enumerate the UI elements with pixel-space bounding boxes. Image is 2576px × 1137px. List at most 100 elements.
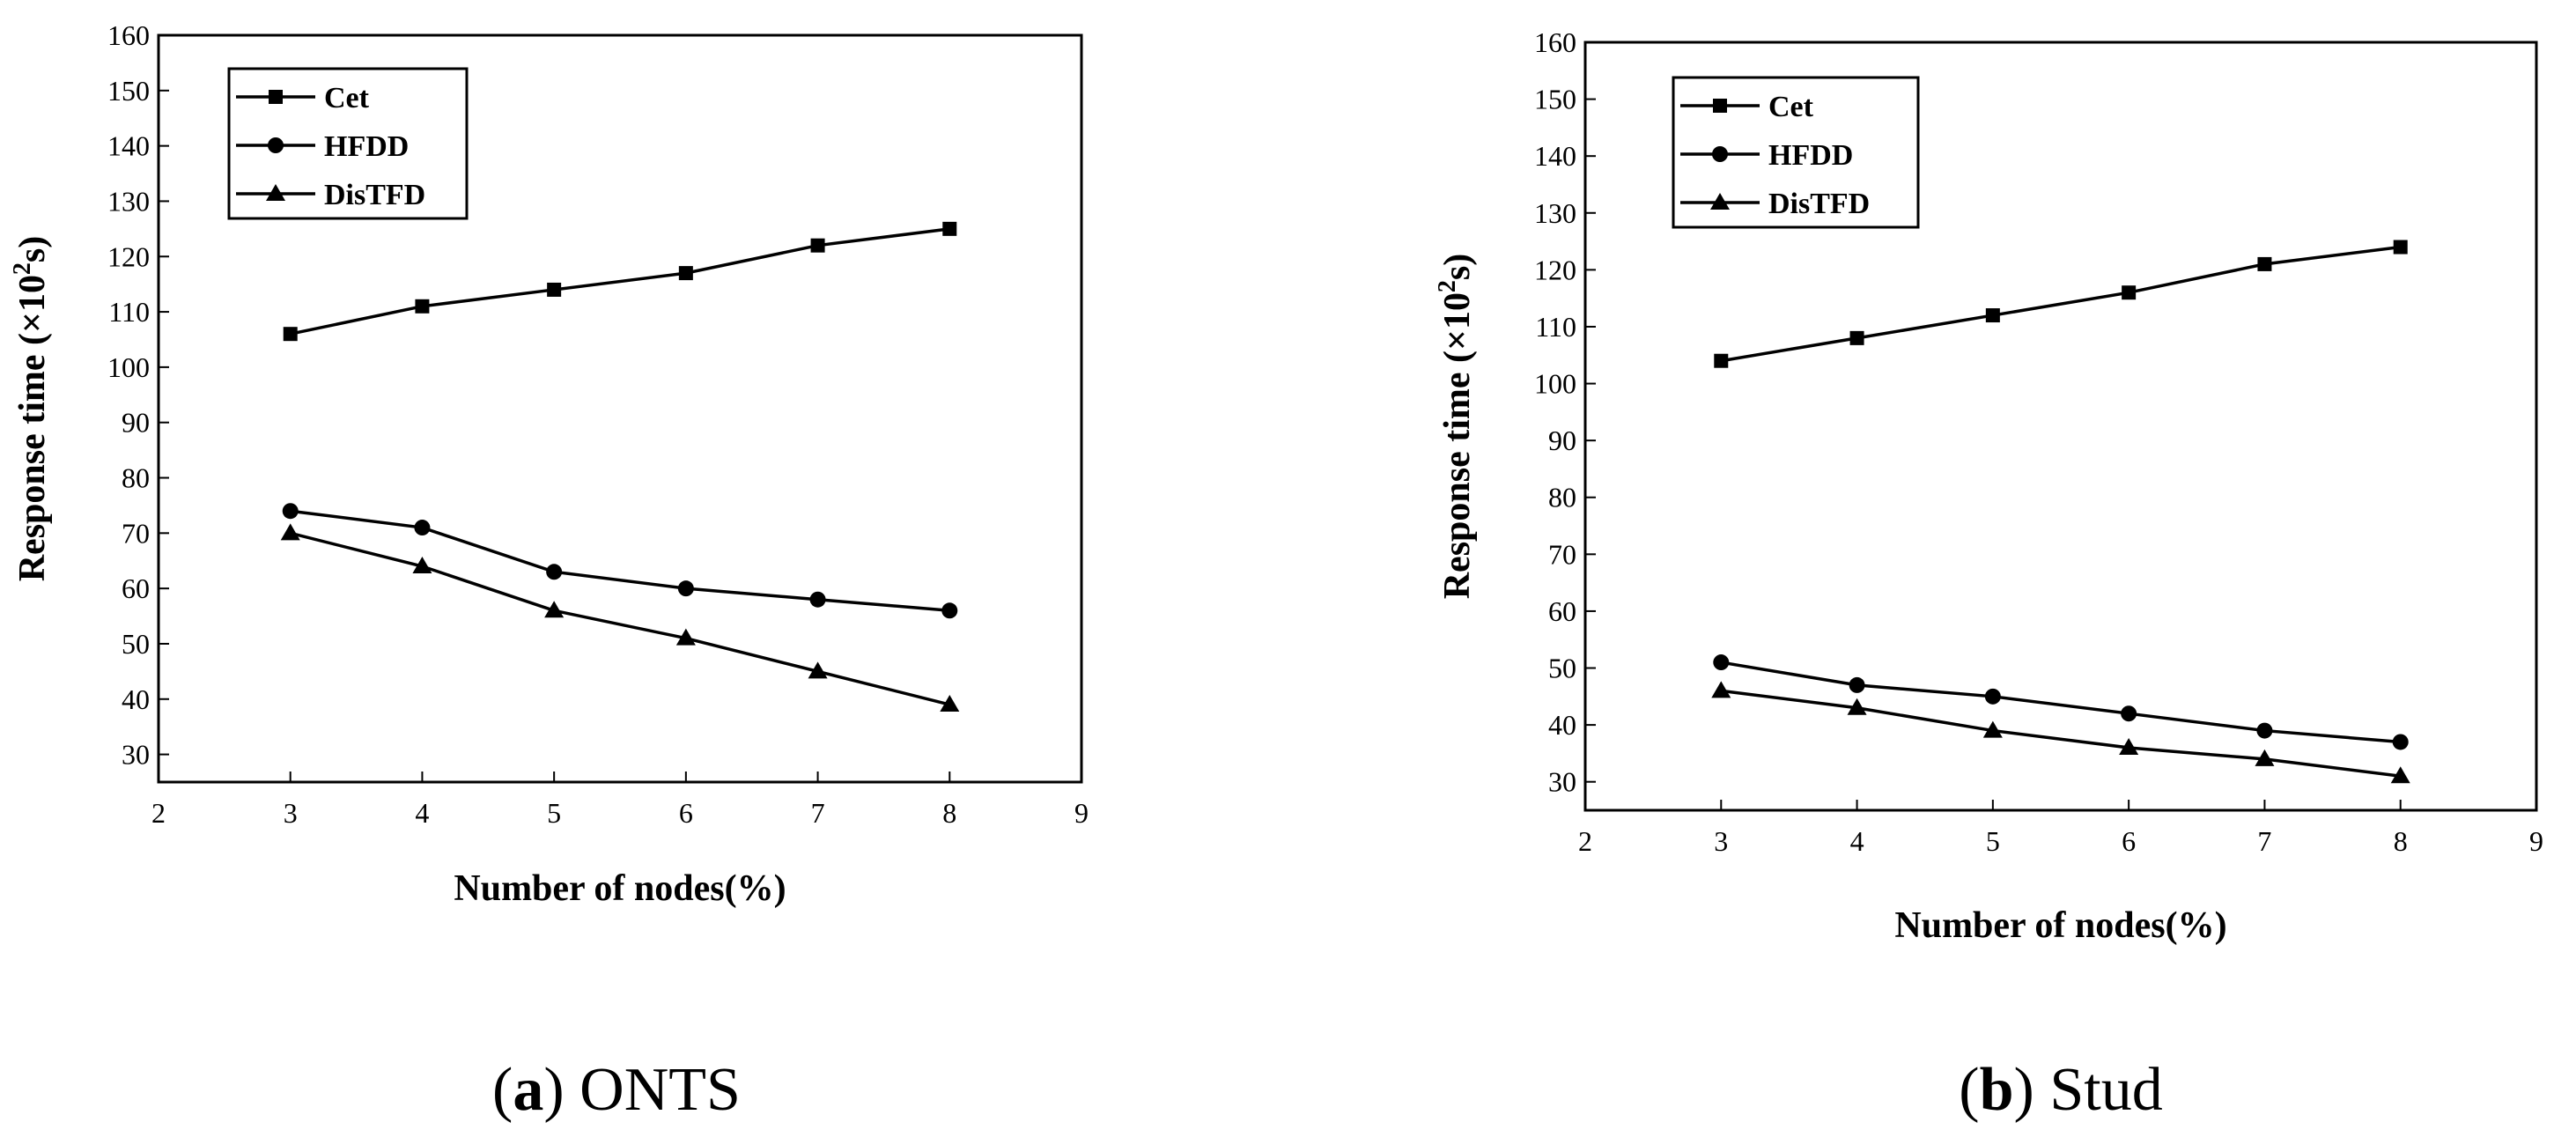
chart-panel-b: 30 40 50 60 70 80 90 100 110 120 130 140 150 160 2 3 4 5 6… — [1434, 26, 2543, 1124]
y-tick-label: 30 — [1548, 766, 1576, 798]
x-axis-label: Number of nodes(%) — [454, 868, 786, 909]
chart-panel-a: 30 40 50 60 70 80 90 100 110 120 130 140 150 160 2 3 4 5 6… — [9, 19, 1089, 1124]
data-point — [546, 564, 563, 580]
plot-frame — [1583, 41, 2538, 812]
data-point — [280, 523, 300, 541]
x-tick-label: 7 — [2257, 825, 2271, 857]
series-line — [1720, 661, 2401, 744]
data-point — [810, 238, 825, 253]
y-tick-label: 90 — [1548, 425, 1576, 456]
x-axis-label: Number of nodes(%) — [1894, 905, 2226, 946]
y-tick-label: 130 — [107, 185, 150, 217]
legend: Cet HFDD DisTFD — [227, 67, 469, 220]
y-tick-label: 50 — [1548, 653, 1576, 684]
y-tick-label: 160 — [107, 19, 150, 51]
legend: Cet HFDD DisTFD — [1672, 76, 1920, 229]
legend-marker — [269, 90, 283, 104]
series-line — [290, 531, 950, 706]
x-tick-label: 9 — [1074, 797, 1089, 829]
x-tick-label: 8 — [942, 797, 956, 829]
series-hfdd — [1713, 654, 2409, 750]
x-tick-label: 7 — [811, 797, 825, 829]
y-tick-label: 160 — [1534, 26, 1576, 58]
data-point — [675, 628, 696, 646]
series-distfd — [1711, 681, 2410, 784]
figure-caption: (a) ONTS — [492, 1056, 741, 1124]
x-tick-label: 6 — [679, 797, 693, 829]
x-tick-label: 9 — [2529, 825, 2543, 857]
y-tick-label: 120 — [1534, 254, 1576, 285]
data-point — [809, 591, 826, 608]
x-tick-label: 2 — [1578, 825, 1592, 857]
data-point — [940, 695, 960, 712]
data-point — [1985, 308, 2000, 323]
y-axis-label: Response time (×102s) — [9, 236, 53, 582]
data-point — [2256, 722, 2273, 739]
y-tick-label: 100 — [107, 351, 150, 383]
data-point — [2393, 240, 2408, 255]
legend-label: HFDD — [324, 130, 409, 163]
figure-caption: (b) Stud — [1959, 1056, 2162, 1124]
legend-label: DisTFD — [1768, 188, 1870, 220]
data-point — [2390, 766, 2410, 784]
x-tick-label: 3 — [1714, 825, 1728, 857]
x-tick-label: 2 — [151, 797, 166, 829]
x-tick-label: 6 — [2122, 825, 2136, 857]
legend-marker — [266, 184, 285, 201]
y-tick-label: 110 — [1535, 311, 1576, 343]
x-tick-label: 4 — [415, 797, 429, 829]
y-tick-label: 50 — [122, 628, 150, 660]
data-point — [415, 299, 430, 314]
series-line — [1720, 245, 2401, 363]
y-tick-label: 70 — [1548, 538, 1576, 570]
legend-marker — [1713, 99, 1727, 113]
x-tick-label: 5 — [1986, 825, 2000, 857]
y-tick-label: 140 — [107, 130, 150, 162]
y-tick-label: 130 — [1534, 197, 1576, 229]
data-point — [677, 580, 694, 597]
series-line — [1721, 689, 2401, 778]
plot-frame — [157, 33, 1083, 784]
legend-label: DisTFD — [324, 179, 425, 211]
y-tick-label: 40 — [1548, 709, 1576, 741]
series-line — [290, 227, 950, 336]
data-point — [1984, 688, 2001, 705]
legend-label: Cet — [1768, 91, 1814, 123]
data-point — [808, 661, 828, 679]
y-tick-label: 60 — [122, 572, 150, 604]
legend-label: HFDD — [1768, 139, 1853, 172]
data-point — [941, 602, 958, 619]
data-point — [2122, 285, 2137, 300]
data-point — [2121, 705, 2137, 722]
data-point — [1849, 330, 1864, 345]
y-tick-label: 30 — [122, 739, 150, 771]
data-point — [2392, 734, 2409, 750]
series-cet — [1714, 240, 2408, 368]
data-point — [282, 503, 299, 520]
y-tick-label: 90 — [122, 407, 150, 439]
y-tick-label: 150 — [107, 75, 150, 107]
data-point — [678, 266, 693, 281]
data-point — [1849, 676, 1865, 693]
data-point — [1982, 720, 2003, 738]
x-tick-label: 8 — [2394, 825, 2408, 857]
y-tick-label: 140 — [1534, 140, 1576, 172]
legend-marker — [1712, 146, 1728, 162]
y-axis-label: Response time (×102s) — [1434, 254, 1478, 600]
y-tick-label: 60 — [1548, 595, 1576, 627]
data-point — [942, 221, 957, 236]
series-hfdd — [282, 503, 958, 619]
legend-label: Cet — [324, 82, 370, 114]
data-point — [1714, 353, 1729, 368]
data-point — [2255, 749, 2275, 766]
y-tick-label: 150 — [1534, 84, 1576, 115]
legend-marker — [268, 137, 284, 153]
series-distfd — [280, 523, 960, 712]
y-tick-label: 80 — [1548, 482, 1576, 513]
data-point — [547, 282, 562, 297]
y-tick-label: 100 — [1534, 368, 1576, 400]
y-tick-label: 70 — [122, 517, 150, 549]
series-line — [290, 509, 950, 613]
y-tick-label: 40 — [122, 683, 150, 715]
